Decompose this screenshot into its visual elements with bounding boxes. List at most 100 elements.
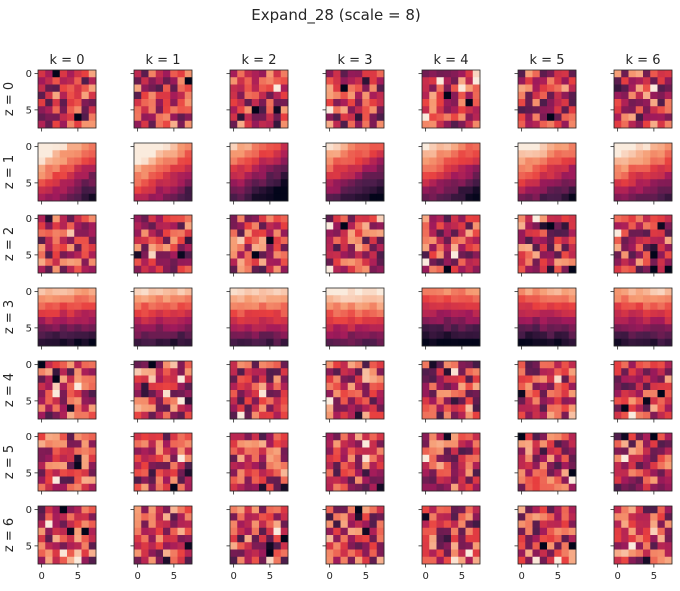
- heatmap-cell: [429, 476, 437, 485]
- heatmap-cell: [621, 295, 629, 303]
- heatmap-cell: [251, 309, 260, 318]
- heatmap-cell: [251, 506, 260, 514]
- heatmap-cell: [657, 317, 666, 325]
- heatmap-cell: [568, 244, 577, 252]
- heatmap-cell: [465, 179, 474, 187]
- heatmap-cell: [155, 295, 164, 303]
- heatmap-cell: [251, 454, 260, 463]
- heatmap-cell: [561, 433, 570, 441]
- heatmap-cell: [148, 462, 157, 470]
- heatmap-cell: [326, 506, 334, 514]
- heatmap-cell: [155, 150, 164, 158]
- heatmap-cell: [518, 120, 526, 129]
- heatmap-cell: [547, 404, 555, 413]
- heatmap-cell: [465, 120, 474, 129]
- heatmap-cell: [251, 520, 260, 529]
- heatmap-cell: [81, 244, 90, 252]
- heatmap-cell: [369, 106, 378, 114]
- heatmap-cell: [422, 476, 430, 485]
- heatmap-cell: [237, 258, 245, 267]
- heatmap-cell: [184, 251, 193, 259]
- heatmap-cell: [465, 440, 474, 448]
- heatmap-cell: [643, 375, 651, 384]
- heatmap-cell: [148, 91, 157, 100]
- heatmap-cell: [141, 535, 149, 543]
- heatmap-cell: [59, 535, 68, 543]
- heatmap-cell: [664, 317, 673, 325]
- heatmap-cell: [532, 506, 541, 514]
- heatmap-cell: [355, 549, 363, 558]
- heatmap-cell: [141, 222, 149, 230]
- heatmap-cell: [443, 361, 452, 369]
- heatmap-cell: [230, 447, 238, 456]
- heatmap-cell: [45, 411, 53, 420]
- heatmap-cell: [244, 91, 253, 100]
- column-header-k5: k = 5: [530, 53, 565, 68]
- heatmap-cell: [230, 244, 238, 252]
- heatmap-cell: [81, 338, 90, 347]
- heatmap-cell: [67, 186, 75, 195]
- heatmap-cell: [273, 520, 282, 529]
- heatmap-cell: [59, 375, 68, 384]
- heatmap-cell: [458, 77, 466, 85]
- heatmap-panel-z2-k0: 05: [26, 214, 97, 277]
- heatmap-cell: [547, 331, 555, 340]
- heatmap-cell: [237, 549, 245, 558]
- heatmap-cell: [451, 542, 459, 550]
- heatmap-cell: [465, 70, 474, 78]
- heatmap-cell: [237, 179, 245, 187]
- heatmap-cell: [429, 258, 437, 267]
- heatmap-cell: [59, 258, 68, 267]
- heatmap-cell: [280, 527, 289, 536]
- heatmap-cell: [148, 113, 157, 122]
- heatmap-panel-z0-k5: [514, 69, 577, 132]
- heatmap-cell: [347, 186, 356, 195]
- heatmap-cell: [333, 99, 341, 107]
- heatmap-cell: [657, 382, 666, 391]
- heatmap-cell: [347, 70, 356, 78]
- heatmap-cell: [614, 382, 622, 391]
- heatmap-cell: [376, 338, 385, 347]
- heatmap-cell: [525, 164, 533, 173]
- heatmap-cell: [628, 368, 637, 376]
- heatmap-cell: [664, 331, 673, 340]
- heatmap-cell: [38, 361, 46, 369]
- heatmap-cell: [251, 150, 260, 158]
- heatmap-cell: [170, 506, 178, 514]
- heatmap-cell: [230, 215, 238, 223]
- heatmap-cell: [340, 375, 349, 384]
- heatmap-cell: [170, 157, 178, 166]
- heatmap-cell: [635, 454, 644, 463]
- heatmap-cell: [554, 150, 562, 158]
- heatmap-cell: [561, 143, 570, 151]
- heatmap-cell: [52, 454, 61, 463]
- heatmap-cell: [422, 222, 430, 230]
- heatmap-cell: [635, 244, 644, 252]
- heatmap-cell: [333, 527, 341, 536]
- heatmap-cell: [443, 120, 452, 129]
- heatmap-cell: [155, 556, 164, 565]
- heatmap-cell: [465, 411, 474, 420]
- heatmap-cell: [554, 157, 562, 166]
- heatmap-cell: [518, 295, 526, 303]
- heatmap-cell: [148, 397, 157, 405]
- heatmap-cell: [67, 535, 75, 543]
- heatmap-cell: [38, 77, 46, 85]
- x-tick-label: 0: [614, 571, 620, 582]
- heatmap-cell: [532, 70, 541, 78]
- heatmap-cell: [650, 483, 658, 492]
- heatmap-cell: [643, 113, 651, 122]
- heatmap-cell: [650, 70, 658, 78]
- heatmap-cell: [52, 404, 61, 413]
- heatmap-cell: [237, 520, 245, 529]
- heatmap-cell: [518, 222, 526, 230]
- heatmap-cell: [451, 527, 459, 536]
- heatmap-cell: [333, 157, 341, 166]
- heatmap-cell: [451, 483, 459, 492]
- heatmap-cell: [59, 368, 68, 376]
- heatmap-cell: [443, 411, 452, 420]
- heatmap-cell: [163, 251, 171, 259]
- heatmap-cell: [333, 236, 341, 245]
- heatmap-cell: [376, 302, 385, 311]
- heatmap-cell: [532, 143, 541, 151]
